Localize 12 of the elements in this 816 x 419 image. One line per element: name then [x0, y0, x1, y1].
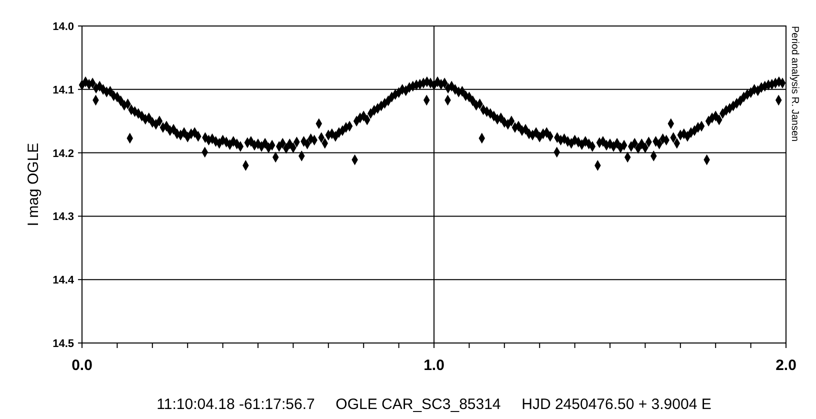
y-tick-label: 14.0	[52, 21, 74, 33]
x-tick-label: 2.0	[776, 357, 796, 374]
y-tick-label: 14.3	[52, 211, 74, 224]
y-axis-title: I mag OGLE	[25, 142, 42, 226]
y-tick-label: 14.4	[52, 274, 75, 287]
y-tick-label: 14.2	[52, 148, 74, 160]
y-tick-label: 14.5	[52, 338, 74, 350]
text: Period analysis R. Jansen	[789, 26, 800, 142]
x-axis-title: 11:10:04.18 -61:17:56.7 OGLE CAR_SC3_85314 HJD 2450476.50 + 3.9004 E	[156, 396, 712, 413]
x-tick-label: 0.0	[72, 357, 92, 374]
x-tick-label: 1.0	[424, 357, 444, 374]
y-tick-label: 14.1	[52, 84, 74, 96]
